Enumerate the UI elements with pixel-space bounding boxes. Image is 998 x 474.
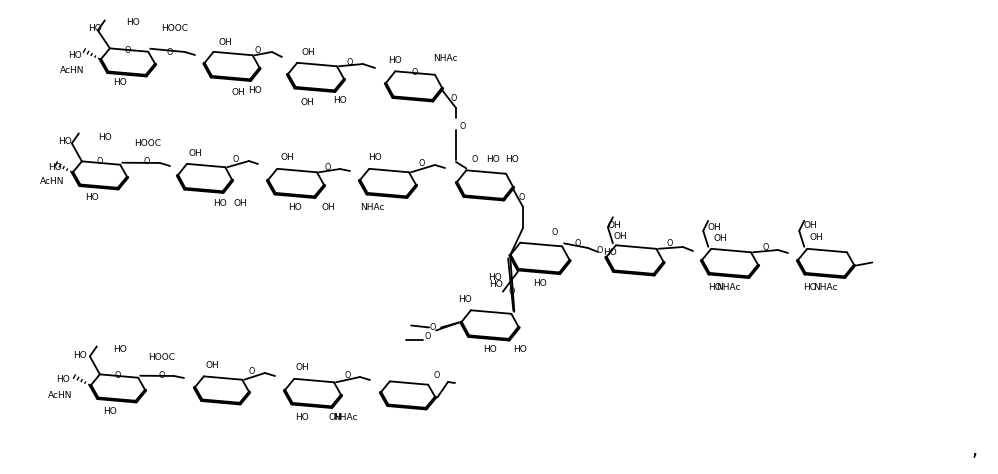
Text: O: O (762, 243, 769, 252)
Text: HO: HO (48, 164, 62, 173)
Text: HO: HO (603, 247, 617, 256)
Text: OH: OH (803, 220, 817, 229)
Text: HO: HO (58, 137, 72, 146)
Text: HO: HO (486, 155, 500, 164)
Text: OH: OH (301, 47, 315, 56)
Text: ,: , (972, 440, 978, 459)
Text: O: O (667, 238, 674, 247)
Text: HO: HO (103, 408, 117, 417)
Text: HO: HO (513, 346, 527, 355)
Text: HO: HO (68, 51, 82, 60)
Text: HOOC: HOOC (135, 138, 162, 147)
Text: HO: HO (483, 346, 497, 355)
Text: AcHN: AcHN (48, 391, 72, 400)
Text: HO: HO (533, 279, 547, 288)
Text: O: O (233, 155, 240, 164)
Text: O: O (434, 372, 440, 381)
Text: HO: HO (803, 283, 817, 292)
Text: OH: OH (809, 233, 823, 241)
Text: O: O (419, 159, 425, 168)
Text: HOOC: HOOC (162, 24, 189, 33)
Text: OH: OH (206, 361, 219, 370)
Text: O: O (249, 367, 255, 376)
Text: HO: HO (73, 352, 87, 361)
Text: HO: HO (288, 203, 301, 212)
Text: OH: OH (328, 412, 342, 421)
Text: O: O (144, 157, 150, 166)
Text: O: O (115, 371, 121, 380)
Text: HO: HO (56, 375, 70, 384)
Text: O: O (125, 46, 131, 55)
Text: HO: HO (368, 153, 382, 162)
Text: HO: HO (333, 95, 347, 104)
Text: HO: HO (113, 78, 127, 86)
Text: O: O (460, 121, 466, 130)
Text: HO: HO (126, 18, 140, 27)
Text: O: O (575, 238, 581, 247)
Text: HO: HO (709, 283, 722, 292)
Text: OH: OH (234, 200, 247, 209)
Text: OH: OH (300, 98, 314, 107)
Text: HO: HO (505, 155, 519, 164)
Text: O: O (97, 157, 103, 166)
Text: O: O (451, 93, 457, 102)
Text: O: O (597, 246, 603, 255)
Text: O: O (425, 332, 431, 341)
Text: HO: HO (489, 280, 503, 289)
Text: AcHN: AcHN (60, 65, 84, 74)
Text: HO: HO (85, 192, 99, 201)
Text: HO: HO (388, 55, 402, 64)
Text: O: O (430, 323, 436, 332)
Text: OH: OH (280, 154, 293, 163)
Text: O: O (324, 164, 331, 173)
Text: OH: OH (321, 202, 335, 211)
Text: O: O (552, 228, 558, 237)
Text: OH: OH (219, 37, 232, 46)
Text: HO: HO (113, 346, 127, 355)
Text: HO: HO (458, 295, 472, 304)
Text: O: O (254, 46, 261, 55)
Text: OH: OH (613, 231, 627, 240)
Text: OH: OH (232, 88, 245, 97)
Text: HOOC: HOOC (149, 353, 176, 362)
Text: HO: HO (214, 200, 227, 209)
Text: OH: OH (189, 148, 202, 157)
Text: HO: HO (488, 273, 502, 283)
Text: NHAc: NHAc (332, 412, 357, 421)
Text: NHAc: NHAc (433, 54, 457, 63)
Text: OH: OH (714, 234, 727, 243)
Text: HO: HO (295, 413, 308, 422)
Text: O: O (412, 67, 418, 76)
Text: OH: OH (708, 222, 721, 231)
Text: O: O (472, 155, 478, 164)
Text: HO: HO (98, 134, 112, 143)
Text: AcHN: AcHN (40, 177, 64, 186)
Text: HO: HO (249, 85, 261, 94)
Text: NHAc: NHAc (359, 202, 384, 211)
Text: HO: HO (88, 24, 102, 33)
Text: O: O (167, 47, 174, 56)
Text: OH: OH (295, 363, 308, 372)
Text: O: O (519, 192, 525, 201)
Text: NHAc: NHAc (812, 283, 837, 292)
Text: O: O (347, 57, 353, 66)
Text: OH: OH (607, 220, 621, 229)
Text: O: O (159, 371, 166, 380)
Text: O: O (509, 288, 515, 297)
Text: NHAc: NHAc (716, 283, 741, 292)
Text: O: O (345, 371, 351, 380)
